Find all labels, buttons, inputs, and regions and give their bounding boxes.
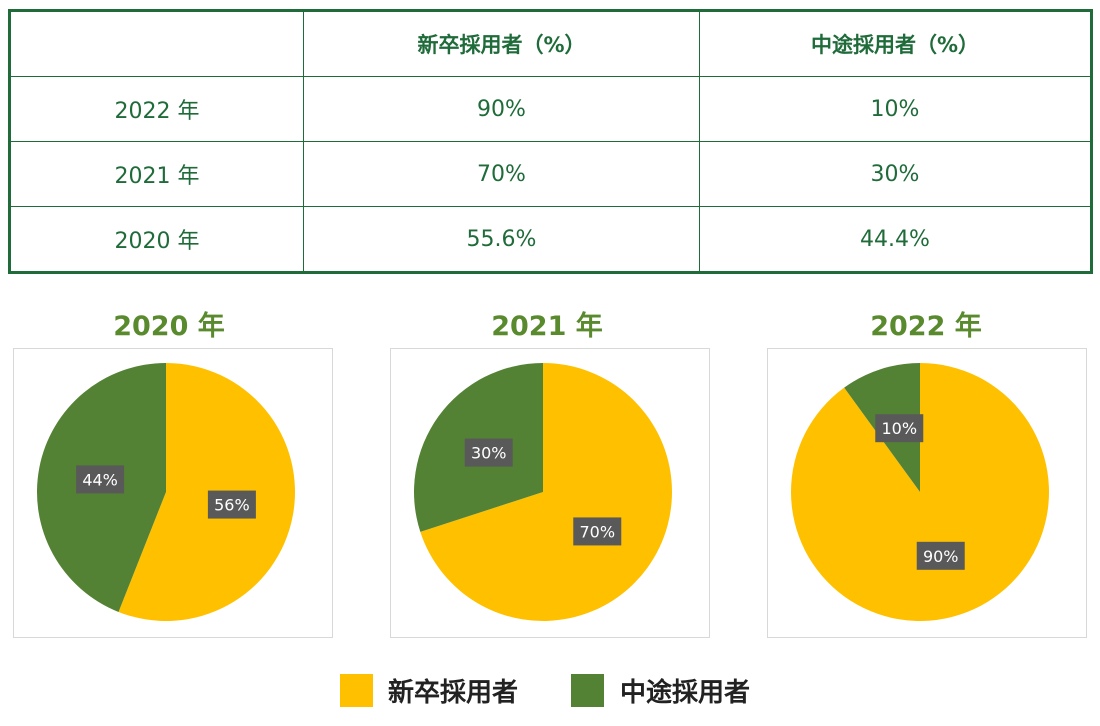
recruitment-ratio-table: 新卒採用者（%） 中途採用者（%） 2022 年 90% 10% 2021 年 … — [8, 9, 1093, 274]
pie-slice-new-grad — [118, 363, 296, 621]
table-row: 2020 年 55.6% 44.4% — [9, 206, 1092, 273]
svg-text:90%: 90% — [923, 547, 959, 566]
table-cell-year: 2020 年 — [9, 206, 304, 273]
data-label-mid-career: 30% — [464, 438, 513, 467]
pie-chart-svg: 56% 44% — [37, 363, 296, 621]
table-header-new-grad: 新卒採用者（%） — [303, 10, 700, 77]
chart-legend: 新卒採用者 中途採用者 — [0, 670, 1100, 710]
data-label-new-grad: 90% — [916, 541, 965, 570]
table-cell-new-grad: 90% — [303, 76, 700, 142]
table-cell-year: 2022 年 — [9, 76, 304, 142]
pie-chart-svg: 70% 30% — [414, 363, 672, 621]
pie-chart-2020: 56% 44% — [13, 348, 333, 638]
table-cell-mid-career: 44.4% — [699, 206, 1092, 273]
svg-text:70%: 70% — [579, 522, 615, 541]
svg-text:30%: 30% — [471, 444, 507, 463]
data-label-mid-career: 44% — [76, 465, 125, 494]
data-label-mid-career: 10% — [875, 414, 924, 443]
pie-chart-2021: 70% 30% — [390, 348, 710, 638]
table-cell-mid-career: 10% — [699, 76, 1092, 142]
chart-title-2021: 2021 年 — [491, 311, 603, 342]
table-header-mid-career: 中途採用者（%） — [699, 10, 1092, 77]
table-header-row: 新卒採用者（%） 中途採用者（%） — [9, 10, 1092, 77]
chart-title-2020: 2020 年 — [113, 311, 225, 342]
svg-text:44%: 44% — [82, 470, 118, 489]
legend-swatch-mid-career — [571, 674, 604, 707]
svg-text:56%: 56% — [214, 496, 250, 515]
table-row: 2022 年 90% 10% — [9, 76, 1092, 142]
data-label-new-grad: 56% — [207, 490, 256, 519]
table-cell-new-grad: 70% — [303, 141, 700, 207]
legend-label-mid-career: 中途採用者 — [620, 678, 751, 708]
pie-chart-2022: 90% 10% — [767, 348, 1087, 638]
table-cell-new-grad: 55.6% — [303, 206, 700, 273]
pie-chart-svg: 90% 10% — [791, 363, 1049, 621]
table-header-empty — [9, 10, 304, 77]
pie-slice-new-grad — [420, 363, 672, 621]
legend-label-new-grad: 新卒採用者 — [388, 678, 519, 708]
chart-title-2022: 2022 年 — [870, 311, 982, 342]
table-cell-year: 2021 年 — [9, 141, 304, 207]
legend-swatch-new-grad — [340, 674, 373, 707]
svg-text:10%: 10% — [881, 419, 917, 438]
data-label-new-grad: 70% — [573, 517, 622, 546]
table-cell-mid-career: 30% — [699, 141, 1092, 207]
table-row: 2021 年 70% 30% — [9, 141, 1092, 207]
